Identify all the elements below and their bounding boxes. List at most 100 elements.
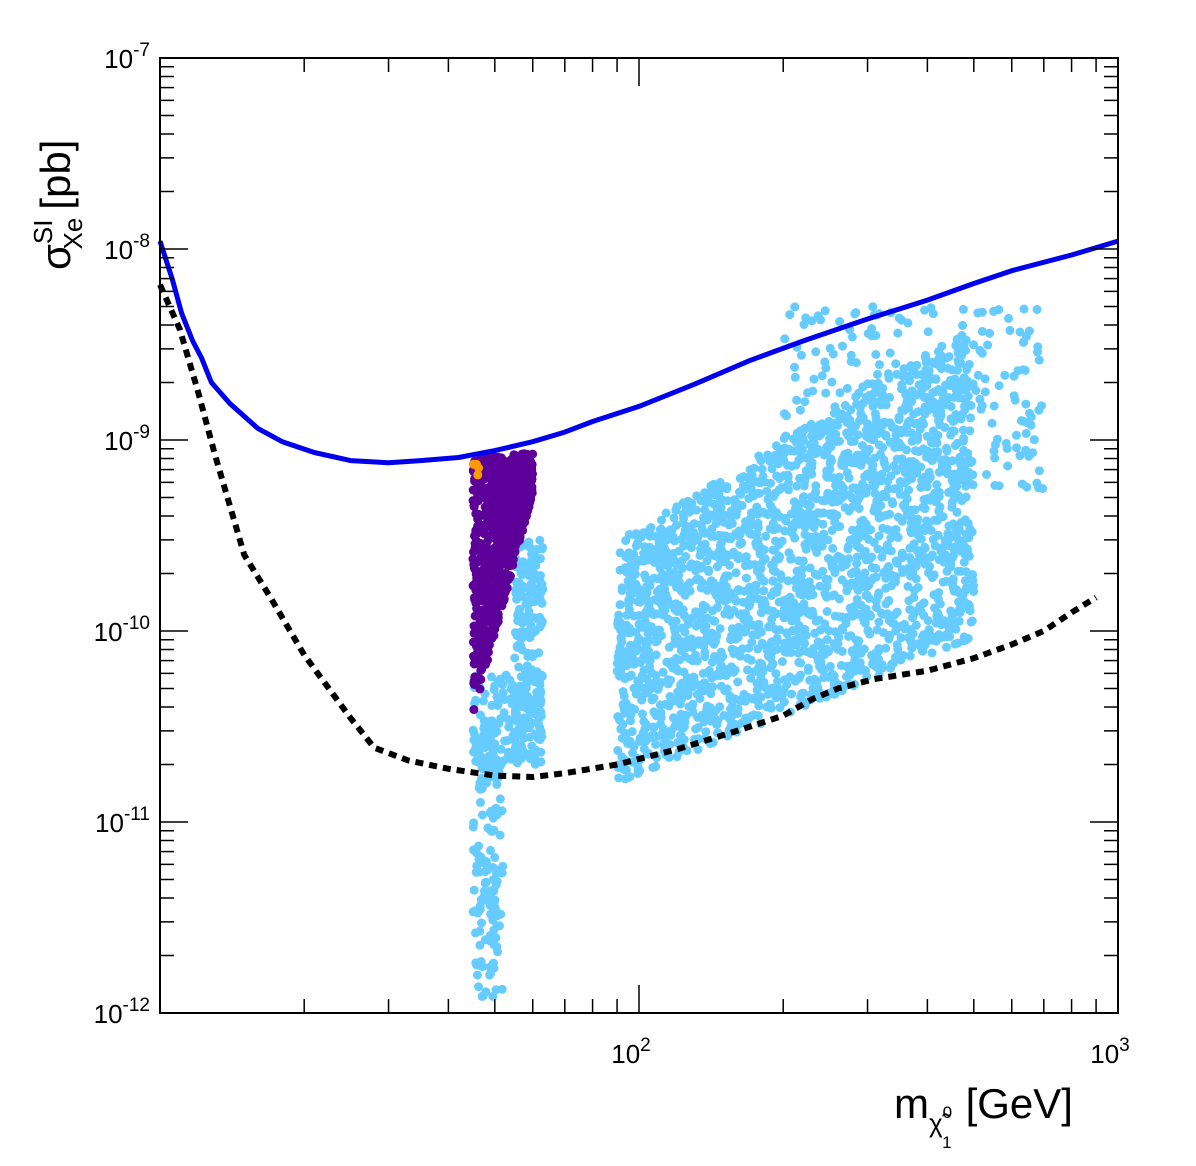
light-blue-point: [982, 470, 991, 479]
light-blue-point: [702, 701, 712, 711]
light-blue-point: [966, 413, 975, 423]
light-blue-point: [913, 407, 923, 417]
light-blue-point: [521, 683, 531, 693]
light-blue-point: [648, 531, 658, 541]
light-blue-point: [918, 638, 928, 648]
purple-point: [494, 493, 504, 503]
light-blue-point: [850, 655, 860, 665]
light-blue-point: [739, 586, 749, 596]
light-blue-point: [856, 460, 866, 470]
light-blue-point: [947, 502, 957, 512]
light-blue-point: [709, 499, 719, 509]
light-blue-point: [474, 841, 484, 851]
light-blue-point: [908, 557, 918, 567]
light-blue-point: [977, 326, 987, 336]
light-blue-point: [792, 481, 802, 491]
light-blue-point: [527, 650, 536, 660]
light-blue-point: [931, 497, 941, 507]
light-blue-point: [510, 734, 520, 744]
light-blue-point: [510, 653, 520, 663]
light-blue-point: [956, 358, 966, 368]
light-blue-point: [852, 559, 862, 568]
light-blue-point: [867, 563, 877, 573]
purple-point: [511, 500, 521, 510]
light-blue-point: [867, 324, 877, 333]
light-blue-point: [854, 388, 864, 398]
light-blue-point: [906, 361, 916, 371]
light-blue-point: [938, 542, 948, 552]
light-blue-point: [478, 962, 487, 972]
light-blue-point: [716, 681, 726, 691]
light-blue-point: [942, 399, 952, 409]
light-blue-point: [953, 566, 963, 576]
purple-point: [480, 521, 490, 531]
light-blue-point: [877, 552, 887, 562]
purple-point: [491, 603, 501, 613]
light-blue-point: [898, 372, 908, 381]
light-blue-point: [834, 632, 843, 642]
light-blue-point: [624, 605, 634, 615]
light-blue-point: [881, 643, 891, 653]
light-blue-point: [736, 489, 746, 499]
light-blue-point: [500, 736, 510, 746]
light-blue-point: [983, 340, 993, 350]
light-blue-point: [854, 494, 863, 504]
light-blue-point: [487, 672, 496, 682]
purple-point: [482, 458, 492, 468]
light-blue-point: [796, 350, 806, 360]
light-blue-point: [973, 370, 983, 380]
current-limit-curve: [157, 238, 1119, 466]
light-blue-point: [478, 991, 488, 1001]
light-blue-point: [863, 626, 873, 636]
light-blue-point: [1034, 466, 1044, 476]
light-blue-point: [903, 581, 913, 591]
y-tick-label: 10-11: [95, 804, 150, 838]
light-blue-point: [896, 633, 906, 643]
light-blue-point: [921, 353, 930, 363]
light-blue-point: [806, 610, 816, 620]
light-blue-point: [881, 573, 891, 583]
light-blue-point: [530, 677, 540, 687]
light-blue-point: [877, 660, 887, 670]
x-axis-sub-superscript: 0: [943, 1103, 952, 1122]
light-blue-point: [677, 563, 687, 573]
light-blue-point: [800, 529, 810, 539]
light-blue-point: [475, 940, 485, 950]
light-blue-point: [537, 544, 547, 554]
light-blue-point: [919, 419, 928, 429]
light-blue-point: [818, 566, 828, 576]
light-blue-point: [788, 608, 798, 618]
x-tick-label: 102: [611, 1035, 651, 1069]
light-blue-point: [867, 379, 877, 389]
light-blue-point: [656, 719, 665, 729]
light-blue-point: [634, 633, 644, 643]
light-blue-point: [790, 372, 800, 382]
light-blue-point: [754, 451, 764, 461]
light-blue-point: [960, 586, 970, 596]
light-blue-point: [791, 640, 801, 650]
light-blue-point: [1029, 435, 1039, 445]
purple-point: [469, 705, 479, 715]
light-blue-point: [664, 642, 674, 652]
light-blue-point: [860, 581, 870, 591]
light-blue-point: [798, 556, 808, 566]
light-blue-point: [534, 714, 544, 724]
light-blue-point: [707, 550, 717, 560]
light-blue-point: [663, 679, 673, 689]
light-blue-point: [817, 496, 827, 505]
light-blue-point: [675, 699, 685, 709]
light-blue-point: [824, 626, 834, 636]
purple-point: [469, 547, 478, 557]
light-blue-point: [843, 541, 853, 551]
light-blue-point: [487, 826, 497, 836]
light-blue-point: [723, 571, 733, 581]
light-blue-point: [708, 616, 718, 626]
light-blue-point: [822, 446, 832, 456]
light-blue-point: [766, 643, 776, 653]
light-blue-point: [845, 603, 855, 613]
light-blue-point: [625, 772, 635, 782]
light-blue-point: [691, 621, 701, 631]
light-blue-point: [787, 689, 797, 699]
light-blue-point: [771, 693, 781, 703]
light-blue-point: [917, 475, 927, 485]
